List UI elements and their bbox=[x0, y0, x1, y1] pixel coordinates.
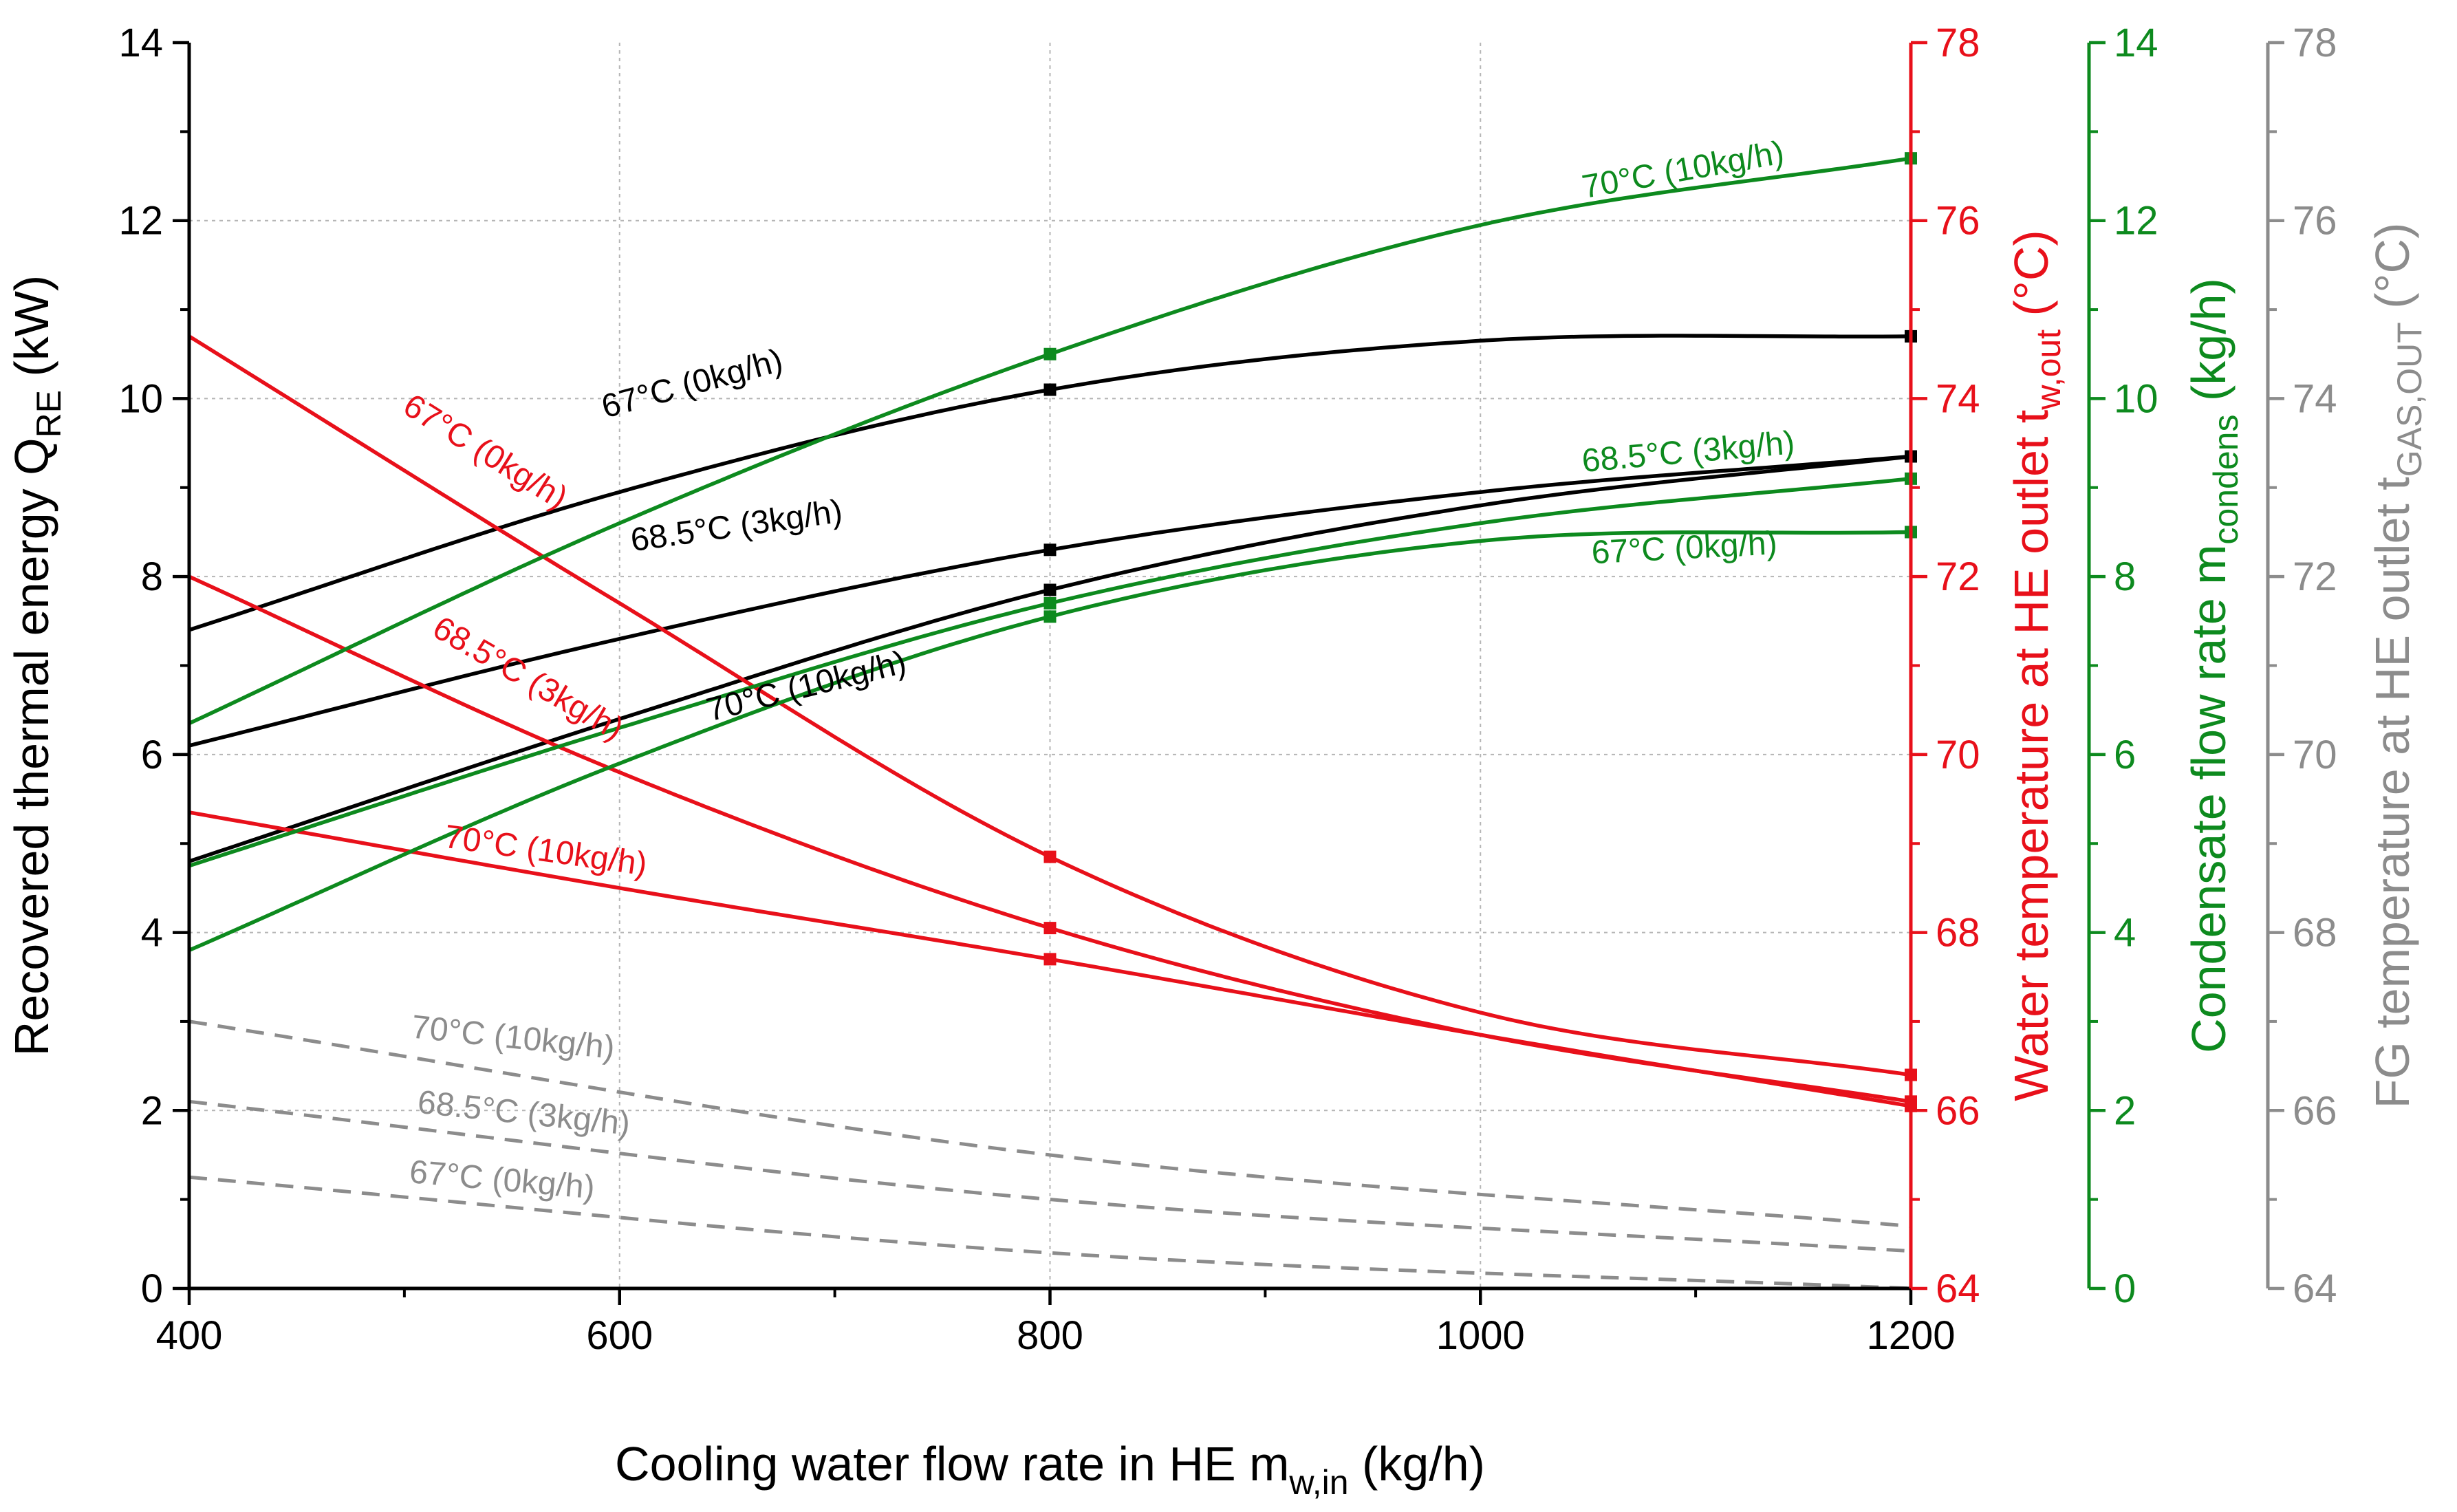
y-tick-label-tw: 70 bbox=[1936, 733, 1980, 777]
x-tick-label: 1000 bbox=[1436, 1313, 1525, 1358]
grid bbox=[189, 43, 1911, 1288]
y-axis-title-mc: Condensate flow rate mcondens (kg/h) bbox=[2182, 278, 2245, 1053]
y-tick-label-tw: 66 bbox=[1936, 1088, 1980, 1133]
y-tick-label-tg: 72 bbox=[2293, 554, 2337, 599]
y-tick-label-mc: 8 bbox=[2114, 554, 2136, 599]
y-tick-label-qre: 8 bbox=[141, 554, 163, 599]
y-tick-label-tw: 64 bbox=[1936, 1266, 1980, 1311]
y-axis-title-unit-qre: (kW) bbox=[5, 275, 58, 390]
x-axis-title-unit: (kg/h) bbox=[1349, 1437, 1485, 1491]
data-point-2 bbox=[1043, 583, 1057, 596]
x-tick-label: 400 bbox=[156, 1313, 223, 1358]
x-tick-label: 600 bbox=[586, 1313, 653, 1358]
y-tick-label-qre: 2 bbox=[141, 1088, 163, 1133]
x-axis-title-main: Cooling water flow rate in HE m bbox=[615, 1437, 1289, 1491]
y-tick-label-qre: 4 bbox=[141, 911, 163, 955]
data-point-1 bbox=[1043, 543, 1057, 557]
y-tick-label-tg: 78 bbox=[2293, 21, 2337, 65]
y-axis-title-unit-tw: (°C) bbox=[2004, 230, 2058, 330]
y-axis-title-unit-tg: (°C) bbox=[2366, 223, 2419, 323]
y-axis-title-sub-tw: w,out bbox=[2029, 330, 2068, 411]
y-axis-title-sub-mc: condens bbox=[2207, 415, 2245, 545]
data-point-6 bbox=[1043, 610, 1057, 623]
y-tick-label-qre: 12 bbox=[118, 199, 163, 244]
y-tick-label-qre: 14 bbox=[118, 21, 163, 65]
y-axis-title-unit-mc: (kg/h) bbox=[2182, 278, 2236, 414]
y-tick-label-tg: 68 bbox=[2293, 911, 2337, 955]
y-tick-label-mc: 6 bbox=[2114, 733, 2136, 777]
x-tick-label: 1200 bbox=[1866, 1313, 1955, 1358]
y-axis-title-qre: Recovered thermal energy QRE (kW) bbox=[5, 275, 68, 1056]
y-tick-label-tw: 76 bbox=[1936, 199, 1980, 244]
y-tick-label-qre: 6 bbox=[141, 733, 163, 777]
data-point-5 bbox=[1043, 953, 1057, 966]
data-point-3 bbox=[1043, 850, 1057, 863]
series-line-9 bbox=[188, 1019, 1912, 1228]
y-axis-title-main-tg: FG temperature at HE outlet t bbox=[2366, 477, 2419, 1108]
y-axis-title-main-mc: Condensate flow rate m bbox=[2182, 545, 2236, 1053]
x-axis-title: Cooling water flow rate in HE mw,in (kg/… bbox=[615, 1437, 1485, 1502]
data-point-4 bbox=[1043, 922, 1057, 935]
y-axis-title-main-tw: Water temperature at HE outlet t bbox=[2004, 410, 2058, 1101]
series-line-10 bbox=[188, 1099, 1912, 1253]
y-tick-label-mc: 0 bbox=[2114, 1266, 2136, 1311]
y-axis-title-tg: FG temperature at HE outlet tGAS,OUT (°C… bbox=[2366, 223, 2429, 1109]
x-tick-label: 800 bbox=[1017, 1313, 1083, 1358]
y-tick-label-qre: 0 bbox=[141, 1266, 163, 1311]
y-tick-label-tg: 70 bbox=[2293, 733, 2337, 777]
data-point-8 bbox=[1043, 347, 1057, 360]
y-tick-label-mc: 14 bbox=[2114, 21, 2158, 65]
y-tick-label-tg: 66 bbox=[2293, 1088, 2337, 1133]
series-layer bbox=[188, 152, 1917, 1290]
x-axis-title-sub: w,in bbox=[1288, 1463, 1348, 1502]
data-point-7 bbox=[1043, 596, 1057, 609]
y-axis-title-main-qre: Recovered thermal energy Q bbox=[5, 438, 58, 1056]
y-tick-label-tg: 64 bbox=[2293, 1266, 2337, 1311]
y-tick-label-mc: 2 bbox=[2114, 1088, 2136, 1133]
y-axis-title-tw: Water temperature at HE outlet tw,out (°… bbox=[2004, 230, 2068, 1101]
y-tick-label-tg: 74 bbox=[2293, 376, 2337, 421]
y-tick-label-tw: 68 bbox=[1936, 911, 1980, 955]
y-tick-label-tw: 78 bbox=[1936, 21, 1980, 65]
y-tick-label-tw: 74 bbox=[1936, 376, 1980, 421]
data-point-0 bbox=[1043, 383, 1057, 396]
y-tick-label-tg: 76 bbox=[2293, 199, 2337, 244]
y-axis-title-sub-tg: GAS,OUT bbox=[2390, 322, 2429, 477]
y-tick-label-qre: 10 bbox=[118, 376, 163, 421]
y-tick-label-mc: 4 bbox=[2114, 911, 2136, 955]
y-tick-label-mc: 12 bbox=[2114, 199, 2158, 244]
y-tick-label-mc: 10 bbox=[2114, 376, 2158, 421]
y-tick-label-tw: 72 bbox=[1936, 554, 1980, 599]
y-axis-title-sub-qre: RE bbox=[30, 390, 68, 438]
